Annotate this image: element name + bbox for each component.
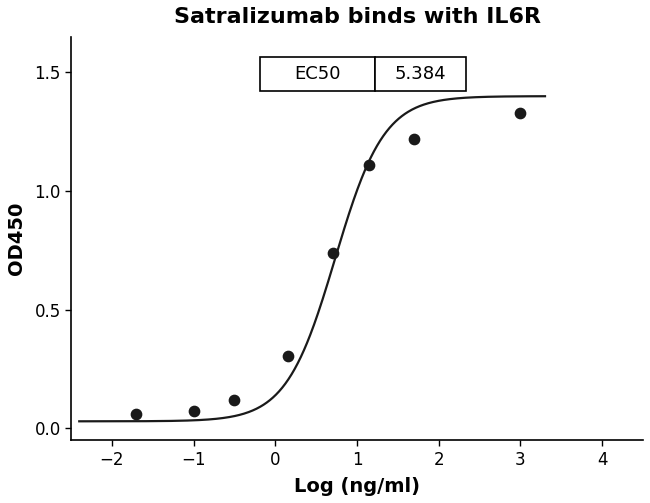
Point	[282, 352, 293, 360]
Bar	[375, 57, 466, 92]
X-axis label: Log (ng/ml): Log (ng/ml)	[294, 477, 420, 496]
Point	[229, 396, 240, 404]
Text: EC50: EC50	[294, 65, 341, 83]
Y-axis label: OD450: OD450	[7, 202, 26, 275]
Text: 5.384: 5.384	[395, 65, 447, 83]
Point	[364, 161, 374, 169]
Point	[515, 109, 526, 117]
Title: Satralizumab binds with IL6R: Satralizumab binds with IL6R	[174, 7, 541, 27]
Point	[131, 410, 142, 418]
Point	[188, 406, 199, 414]
Point	[409, 135, 419, 143]
Point	[328, 249, 338, 257]
Bar	[260, 57, 375, 92]
